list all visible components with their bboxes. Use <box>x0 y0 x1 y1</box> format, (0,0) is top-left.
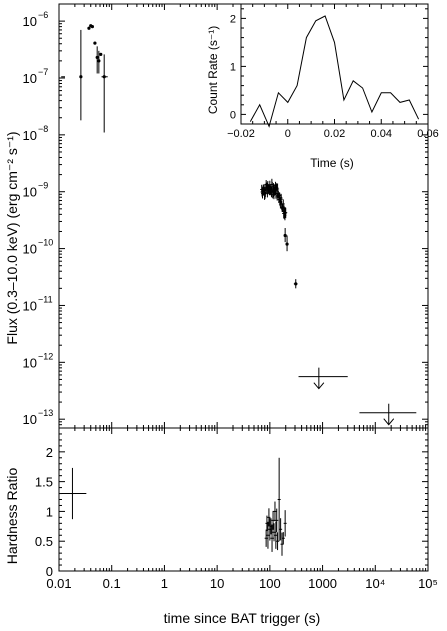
hardness-plot-frame <box>58 427 429 572</box>
flux-data-point <box>99 52 103 56</box>
flux-y-tick-label: 10 <box>23 14 37 29</box>
flux-data-point <box>90 25 94 29</box>
inset-x-tick-label: 0.06 <box>417 128 438 140</box>
hardness-x-tick-label: 1 <box>161 576 168 591</box>
hardness-x-tick-label: 0.01 <box>46 576 71 591</box>
inset-y-tick-label: 0 <box>230 109 236 121</box>
flux-data-points <box>61 24 417 426</box>
inset-x-axis-title: Time (s) <box>310 156 354 170</box>
flux-data-point <box>93 41 97 45</box>
flux-y-tick-label: 10 <box>23 242 37 257</box>
flux-y-tick-label-exponent: −7 <box>38 67 48 77</box>
inset-y-tick-label: 1 <box>230 61 236 73</box>
flux-y-tick-label-base: 10 <box>23 185 37 200</box>
inset-count-rate-line <box>249 15 420 128</box>
flux-y-tick-label-base: 10 <box>23 71 37 86</box>
x-axis-title: time since BAT trigger (s) <box>164 610 321 626</box>
inset-x-tick-label: 0.04 <box>371 128 392 140</box>
inset-tick-labels: −0.02 0 0.02 0.04 0.06 0 1 2 <box>227 13 439 140</box>
flux-data-point <box>102 75 106 79</box>
hardness-y-tick-labels: 0 0.5 1 1.5 2 <box>35 445 53 579</box>
flux-y-tick-label: 10 <box>23 298 37 313</box>
hardness-x-tick-label: 10⁴ <box>365 576 385 591</box>
hardness-x-tick-label: 100 <box>259 576 281 591</box>
hardness-y-tick-label: 0 <box>46 564 53 579</box>
hardness-x-tick-labels: 0.01 0.1 1 10 100 1000 10⁴ 10⁵ <box>46 576 438 591</box>
flux-data-point <box>79 75 83 79</box>
flux-y-axis-title: Flux (0.3–10.0 keV) (erg cm⁻² s⁻¹) <box>4 131 20 344</box>
hardness-y-axis-title: Hardness Ratio <box>4 468 20 565</box>
hardness-x-tick-label: 0.1 <box>103 576 121 591</box>
hardness-x-tick-label: 10⁵ <box>418 576 438 591</box>
hardness-y-tick-label: 1.5 <box>35 475 53 490</box>
flux-y-tick-label: 10 <box>23 128 37 143</box>
flux-y-tick-label-base: 10 <box>23 355 37 370</box>
inset-panel: −0.02 0 0.02 0.04 0.06 0 1 2 Time (s) Count Rat… <box>206 3 439 170</box>
flux-y-tick-label-exponent: −6 <box>38 10 48 20</box>
flux-y-tick-label: 10 <box>23 71 37 86</box>
hardness-x-tick-label: 1000 <box>308 576 337 591</box>
flux-y-tick-label: 10 <box>23 355 37 370</box>
flux-upper-limit-arrow <box>383 418 395 426</box>
flux-upper-limit-arrow <box>313 382 325 390</box>
hardness-data-points <box>61 457 287 556</box>
flux-y-tick-label-exponent: −8 <box>38 124 48 134</box>
flux-data-point <box>97 59 101 63</box>
flux-data-point <box>294 282 298 286</box>
flux-y-tick-label-base: 10 <box>23 412 37 427</box>
flux-y-tick-label-base: 10 <box>23 242 37 257</box>
flux-data-point <box>87 26 91 30</box>
hardness-x-tick-label: 10 <box>210 576 224 591</box>
hardness-x-ticks <box>58 428 429 571</box>
hardness-y-tick-label: 1 <box>46 504 53 519</box>
flux-y-tick-label-base: 10 <box>23 14 37 29</box>
flux-data-point <box>285 242 289 246</box>
hardness-panel: 0 0.5 1 1.5 2 0.01 0.1 1 10 100 1000 10⁴ 10⁵ Hardne… <box>4 427 438 591</box>
inset-x-tick-label: −0.02 <box>227 128 255 140</box>
flux-y-tick-label-exponent: −12 <box>38 351 53 361</box>
inset-y-axis-title: Count Rate (s⁻¹) <box>206 26 220 114</box>
inset-y-tick-label: 2 <box>230 13 236 25</box>
flux-y-tick-label-base: 10 <box>23 298 37 313</box>
inset-x-tick-label: 0 <box>285 128 291 140</box>
flux-y-tick-label-exponent: −9 <box>38 181 48 191</box>
flux-y-tick-label: 10 <box>23 185 37 200</box>
hardness-y-tick-label: 2 <box>46 445 53 460</box>
flux-data-point <box>283 233 287 238</box>
flux-y-tick-label-exponent: −11 <box>38 294 53 304</box>
inset-ticks <box>240 4 429 125</box>
inset-x-tick-label: 0.02 <box>324 128 345 140</box>
inset-plot-frame <box>240 3 429 125</box>
flux-y-tick-label: 10 <box>23 412 37 427</box>
flux-y-tick-label-exponent: −13 <box>38 408 53 418</box>
flux-y-tick-label-exponent: −10 <box>38 238 53 248</box>
hardness-y-ticks <box>59 427 428 572</box>
flux-y-tick-label-base: 10 <box>23 128 37 143</box>
flux-data-point <box>95 55 99 60</box>
hardness-y-tick-label: 0.5 <box>35 534 53 549</box>
